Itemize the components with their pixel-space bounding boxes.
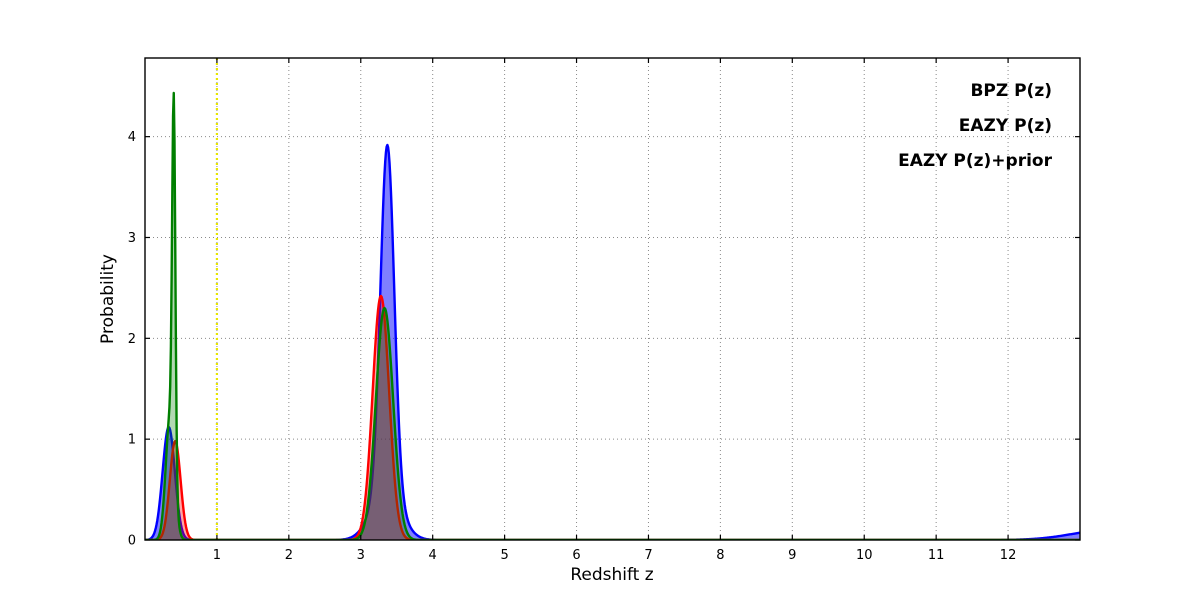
- y-tick-label: 3: [128, 231, 136, 246]
- y-tick-label: 2: [128, 332, 136, 347]
- x-tick-label: 4: [429, 548, 437, 563]
- y-tick-label: 1: [128, 433, 136, 448]
- x-tick-label: 6: [572, 548, 580, 563]
- series-curve-1: [145, 294, 1080, 540]
- y-tick-label: 0: [128, 534, 136, 549]
- legend-item-2: EAZY P(z)+prior: [898, 151, 1053, 171]
- x-tick-label: 3: [357, 548, 365, 563]
- x-tick-label: 1: [213, 548, 221, 563]
- gridlines: [145, 58, 1080, 540]
- series-fill-2: [145, 92, 1080, 540]
- legend-item-0: BPZ P(z): [970, 81, 1052, 101]
- series-fill-0: [145, 144, 1080, 540]
- legend: BPZ P(z) EAZY P(z) EAZY P(z)+prior: [898, 81, 1053, 171]
- x-axis-label: Redshift z: [570, 565, 653, 585]
- legend-item-1: EAZY P(z): [959, 116, 1052, 136]
- x-tick-label: 9: [788, 548, 796, 563]
- tick-marks: [145, 58, 1080, 541]
- y-axis-label: Probability: [98, 254, 118, 344]
- x-tick-label: 8: [716, 548, 724, 563]
- x-tick-label: 12: [1000, 548, 1017, 563]
- x-tick-label: 5: [500, 548, 508, 563]
- series-fill-1: [145, 295, 1080, 540]
- x-tick-label: 11: [928, 548, 945, 563]
- y-tick-label: 4: [128, 130, 136, 145]
- x-tick-label: 10: [856, 548, 873, 563]
- x-tick-label: 7: [644, 548, 652, 563]
- plot-frame: [144, 57, 1081, 541]
- probability-curves: [145, 91, 1080, 540]
- x-tick-label: 2: [285, 548, 293, 563]
- series-curve-0: [145, 143, 1080, 540]
